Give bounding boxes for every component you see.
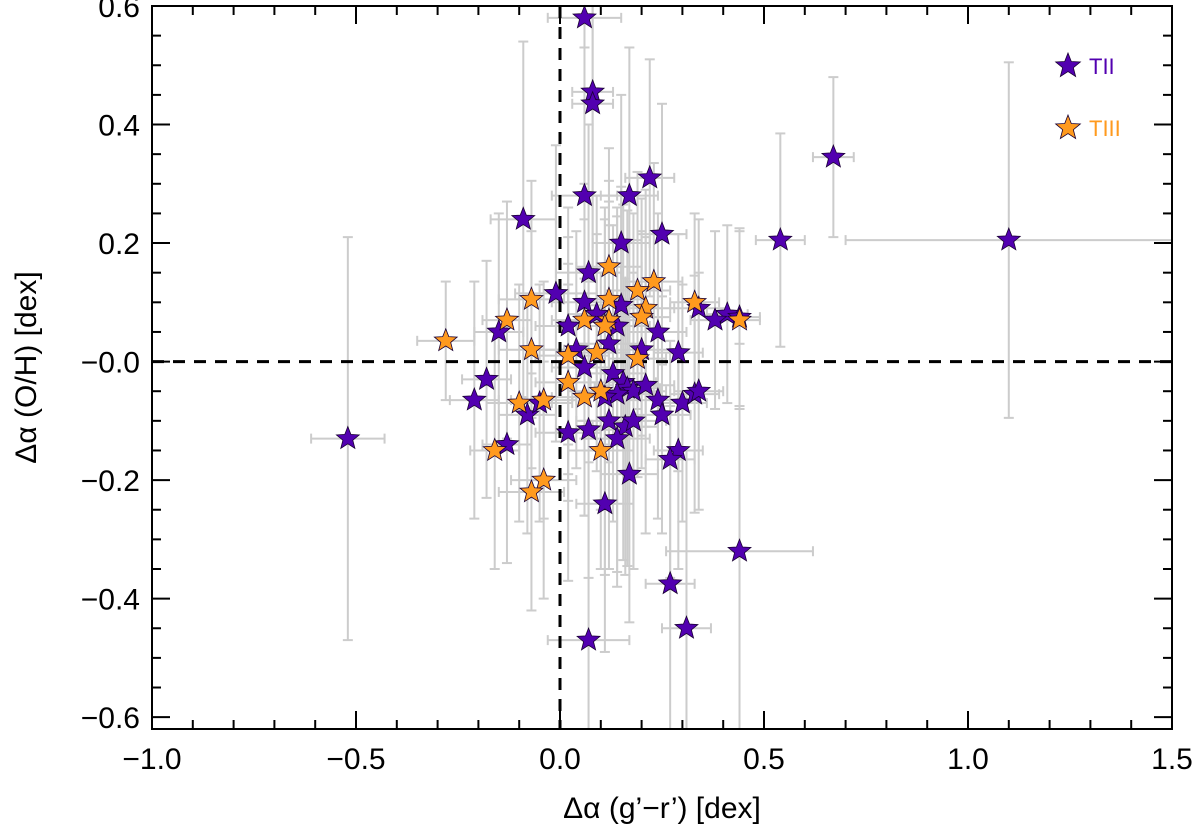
data-point-tii bbox=[604, 425, 630, 450]
data-point-tii bbox=[572, 182, 597, 207]
data-point-tii bbox=[657, 446, 683, 470]
data-point-tii bbox=[576, 416, 602, 441]
data-point-tii bbox=[702, 306, 728, 331]
y-tick-label: −0.2 bbox=[81, 465, 140, 498]
data-point-tii bbox=[576, 627, 602, 651]
y-tick-label: 0.6 bbox=[98, 0, 140, 24]
x-axis-title: Δα (g’−r’) [dex] bbox=[563, 792, 761, 825]
data-points-layer bbox=[335, 4, 1022, 651]
data-point-tii bbox=[820, 144, 846, 168]
y-axis-title: Δα (O/H) [dex] bbox=[10, 271, 43, 463]
data-point-tiii bbox=[506, 389, 532, 414]
x-tick-label: 1.5 bbox=[1151, 743, 1193, 776]
data-point-tiii bbox=[584, 339, 610, 364]
x-tick-label: 0.0 bbox=[539, 743, 581, 776]
legend-marker-tii bbox=[1054, 51, 1082, 78]
data-point-tii bbox=[335, 425, 361, 450]
plot-border bbox=[151, 5, 1173, 730]
data-point-tii bbox=[645, 386, 671, 411]
data-point-tii bbox=[572, 354, 597, 379]
data-point-tii bbox=[633, 372, 659, 396]
data-point-tii bbox=[592, 490, 618, 515]
data-point-tii bbox=[645, 318, 671, 343]
legend-label-tii: TII bbox=[1089, 54, 1115, 79]
legend-marker-tiii bbox=[1054, 113, 1082, 140]
y-tick-label: −0.0 bbox=[81, 347, 140, 380]
data-point-tii bbox=[474, 366, 500, 390]
data-point-tii bbox=[596, 407, 622, 432]
data-point-tii bbox=[686, 378, 712, 402]
data-point-tii bbox=[596, 330, 622, 355]
data-point-tiii bbox=[596, 253, 622, 278]
data-point-tii bbox=[649, 221, 675, 245]
data-point-tii bbox=[555, 419, 581, 444]
data-point-tiii bbox=[518, 478, 544, 503]
legend: TII TIII bbox=[1054, 51, 1121, 141]
data-point-tiii bbox=[555, 369, 581, 393]
data-point-tii bbox=[510, 206, 536, 230]
data-point-tiii bbox=[518, 336, 544, 361]
data-point-tii bbox=[657, 570, 683, 595]
data-point-tii bbox=[584, 301, 610, 325]
data-point-tiii bbox=[433, 327, 459, 352]
y-tick-label: −0.6 bbox=[81, 702, 140, 735]
data-point-tii bbox=[494, 431, 520, 456]
data-point-tiii bbox=[629, 304, 655, 328]
data-point-tiii bbox=[494, 306, 520, 331]
y-tick-label: 0.4 bbox=[98, 110, 140, 143]
data-point-tiii bbox=[592, 312, 618, 337]
data-point-tii bbox=[767, 226, 793, 251]
data-point-tii bbox=[616, 182, 642, 207]
reference-lines bbox=[152, 6, 1172, 729]
data-point-tii bbox=[616, 461, 642, 485]
axis-ticks bbox=[151, 5, 1173, 729]
x-tick-label: 1.0 bbox=[947, 743, 989, 776]
data-point-tii bbox=[674, 615, 699, 639]
data-point-tiii bbox=[531, 467, 557, 491]
data-point-tiii bbox=[531, 386, 557, 411]
plot-frame bbox=[151, 5, 1173, 730]
data-point-tii bbox=[727, 538, 752, 562]
data-point-tii bbox=[461, 386, 487, 411]
data-point-tii bbox=[486, 318, 512, 343]
data-point-tii bbox=[637, 164, 663, 189]
y-tick-label: 0.2 bbox=[98, 228, 140, 261]
axis-labels: −1.0 −0.5 0.0 0.5 1.0 1.5 0.6 0.4 0.2 −0.0 −0.2 −0.… bbox=[10, 0, 1193, 825]
legend-label-tiii: TIII bbox=[1089, 116, 1121, 141]
data-point-tiii bbox=[625, 345, 650, 370]
data-point-tii bbox=[543, 280, 569, 305]
x-tick-label: 0.5 bbox=[743, 743, 785, 776]
data-point-tiii bbox=[641, 268, 667, 293]
error-bar bbox=[571, 6, 615, 283]
data-point-tii bbox=[649, 401, 675, 426]
data-point-tiii bbox=[588, 378, 614, 402]
data-point-tiii bbox=[625, 277, 650, 302]
data-point-tiii bbox=[518, 286, 544, 310]
x-tick-label: −0.5 bbox=[326, 743, 385, 776]
data-point-tiii bbox=[596, 286, 622, 310]
data-point-tii bbox=[555, 312, 581, 337]
data-point-tii bbox=[572, 4, 597, 29]
data-point-tii bbox=[580, 90, 606, 115]
data-point-tii bbox=[714, 301, 740, 325]
y-tick-label: −0.4 bbox=[81, 584, 140, 617]
data-point-tii bbox=[996, 226, 1022, 251]
data-point-tiii bbox=[482, 437, 508, 462]
error-bars-layer bbox=[310, 6, 1172, 729]
data-point-tii bbox=[620, 407, 646, 432]
data-point-tii bbox=[576, 259, 602, 284]
data-point-tii bbox=[665, 339, 691, 364]
data-point-tiii bbox=[588, 437, 614, 462]
data-point-tiii bbox=[572, 306, 597, 331]
data-point-tiii bbox=[572, 384, 597, 408]
data-point-tiii bbox=[682, 289, 708, 313]
data-point-tii bbox=[608, 229, 634, 254]
data-point-tiii bbox=[555, 342, 581, 367]
data-point-tiii bbox=[727, 306, 752, 331]
x-tick-label: −1.0 bbox=[122, 743, 181, 776]
